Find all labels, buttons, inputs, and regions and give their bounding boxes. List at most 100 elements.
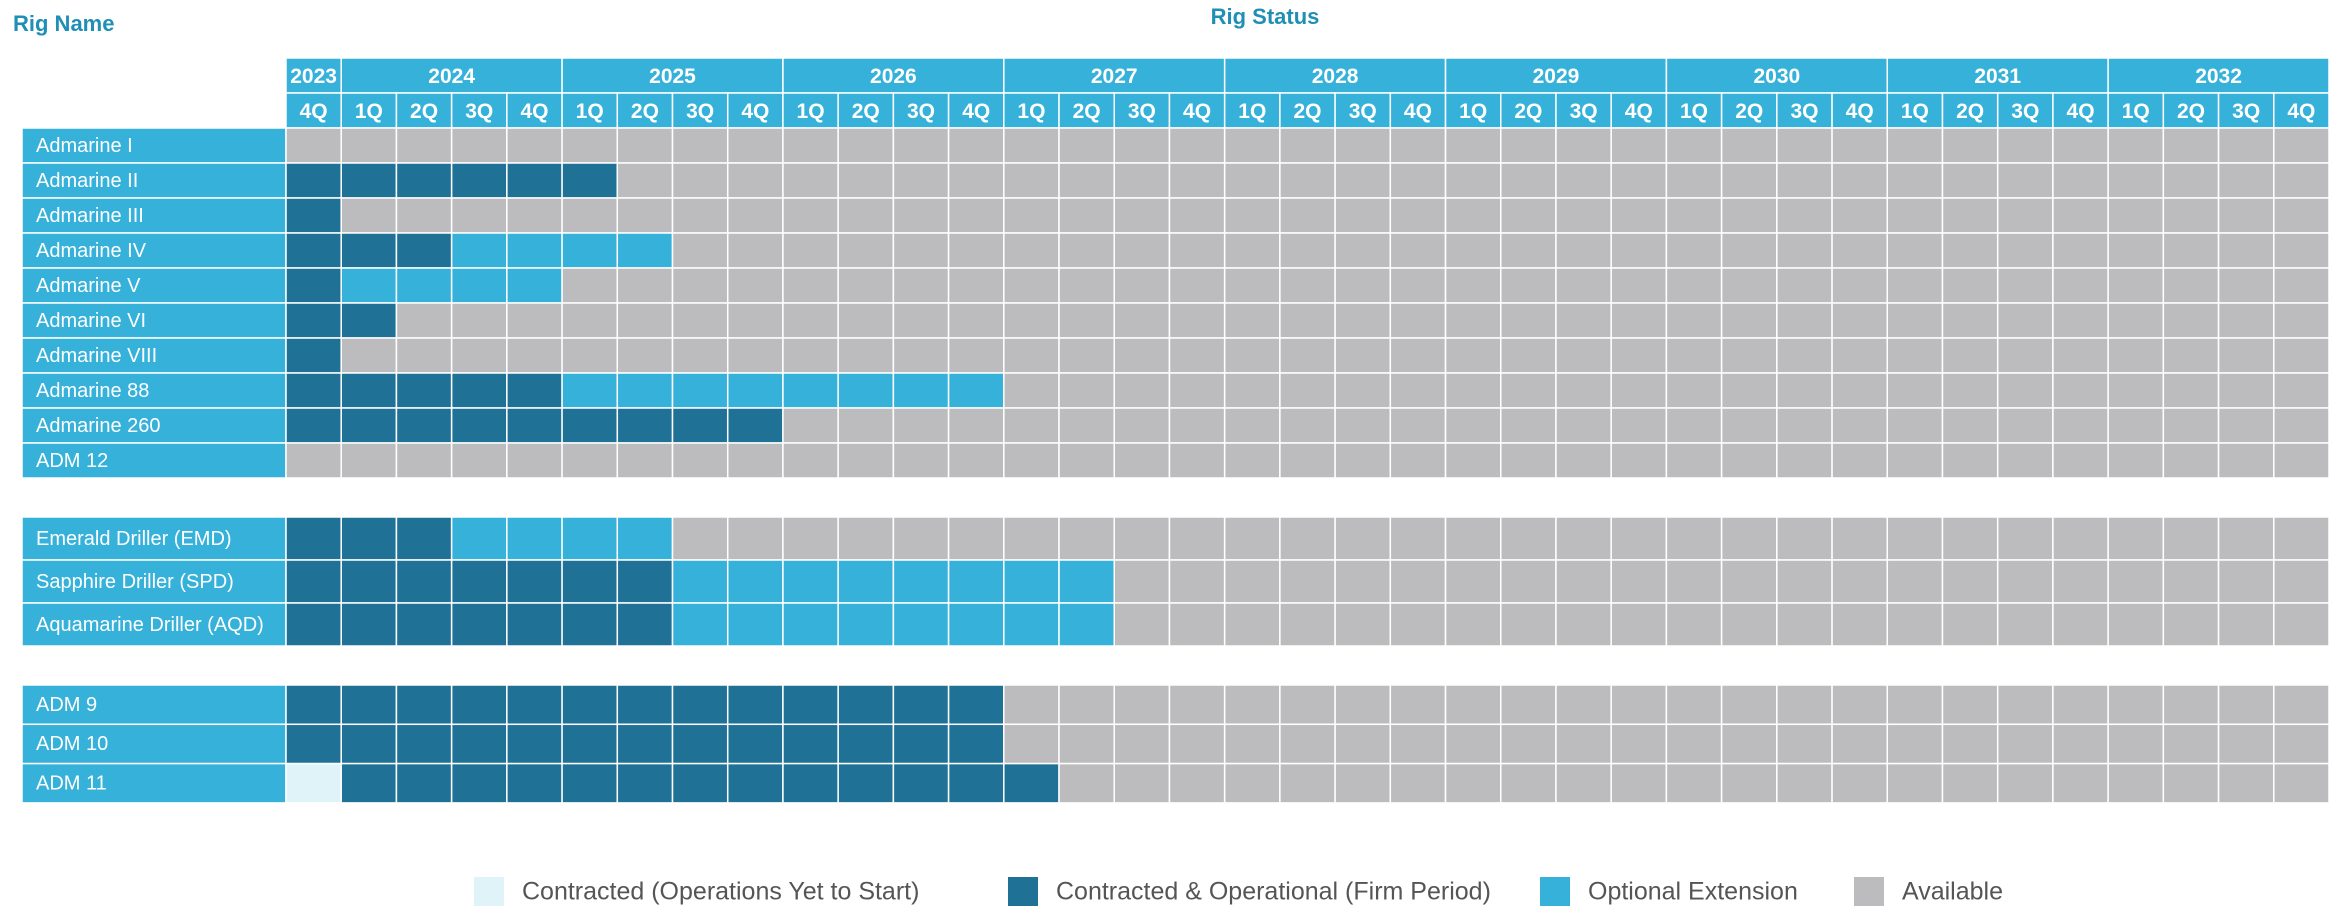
status-cell bbox=[2217, 372, 2275, 409]
status-cell bbox=[285, 602, 342, 647]
status-cell bbox=[1389, 442, 1447, 479]
quarter-label: 2Q bbox=[1956, 100, 1984, 123]
rig-name: Admarine V bbox=[36, 275, 141, 297]
status-cell bbox=[2107, 684, 2165, 726]
status-cell bbox=[671, 602, 729, 647]
quarter-label: 1Q bbox=[797, 100, 825, 123]
status-cell bbox=[1168, 127, 1226, 164]
status-cell bbox=[947, 267, 1005, 304]
legend-swatch bbox=[1540, 877, 1570, 906]
status-cell bbox=[2162, 723, 2220, 765]
status-cell bbox=[285, 372, 342, 409]
status-cell bbox=[671, 407, 729, 444]
status-cell bbox=[1113, 197, 1171, 234]
status-cell bbox=[837, 684, 895, 726]
status-cell bbox=[1720, 684, 1778, 726]
status-cell bbox=[1555, 723, 1612, 765]
status-cell bbox=[1610, 127, 1668, 164]
rig-name-cell bbox=[21, 684, 287, 726]
quarter-header-cell bbox=[782, 92, 839, 129]
status-cell bbox=[506, 602, 563, 647]
status-cell bbox=[837, 232, 895, 269]
rig-name-cell bbox=[21, 372, 287, 409]
status-cell bbox=[2107, 127, 2165, 164]
status-cell bbox=[1113, 723, 1171, 765]
status-cell bbox=[1279, 267, 1336, 304]
status-cell bbox=[450, 267, 508, 304]
status-cell bbox=[561, 442, 619, 479]
quarter-label: 1Q bbox=[1901, 100, 1929, 123]
status-cell bbox=[561, 684, 619, 726]
status-cell bbox=[1279, 516, 1336, 561]
status-cell bbox=[2107, 232, 2165, 269]
status-cell bbox=[561, 337, 619, 374]
year-label: 2023 bbox=[290, 65, 337, 88]
status-cell bbox=[2107, 559, 2165, 604]
status-cell bbox=[1058, 723, 1115, 765]
status-cell bbox=[2107, 162, 2165, 199]
status-cell bbox=[1389, 602, 1447, 647]
status-cell bbox=[1831, 684, 1889, 726]
status-cell bbox=[1113, 162, 1171, 199]
status-cell bbox=[837, 723, 895, 765]
status-cell bbox=[2107, 723, 2165, 765]
status-cell bbox=[2273, 127, 2330, 164]
status-cell bbox=[1223, 197, 1281, 234]
status-cell bbox=[2217, 407, 2275, 444]
status-cell bbox=[1941, 232, 1999, 269]
status-cell bbox=[1886, 684, 1944, 726]
status-cell bbox=[340, 684, 398, 726]
year-label: 2032 bbox=[2195, 65, 2242, 88]
status-cell bbox=[285, 337, 342, 374]
status-cell bbox=[506, 407, 563, 444]
status-cell bbox=[1003, 602, 1060, 647]
quarter-label: 4Q bbox=[1183, 100, 1211, 123]
status-cell bbox=[1996, 232, 2054, 269]
status-cell bbox=[947, 127, 1005, 164]
status-cell bbox=[616, 232, 674, 269]
status-cell bbox=[1334, 602, 1392, 647]
status-cell bbox=[1720, 442, 1778, 479]
status-cell bbox=[1886, 372, 1944, 409]
status-cell bbox=[506, 442, 563, 479]
status-cell bbox=[726, 723, 784, 765]
status-cell bbox=[1500, 127, 1557, 164]
status-cell bbox=[1113, 602, 1171, 647]
status-cell bbox=[1941, 516, 1999, 561]
status-cell bbox=[450, 232, 508, 269]
status-cell bbox=[1279, 602, 1336, 647]
status-cell bbox=[1831, 232, 1889, 269]
status-cell bbox=[1776, 407, 1833, 444]
status-cell bbox=[1776, 162, 1833, 199]
status-cell bbox=[616, 302, 674, 339]
quarter-header-cell bbox=[1389, 92, 1447, 129]
quarter-header-cell bbox=[1555, 92, 1612, 129]
status-cell bbox=[1776, 559, 1833, 604]
status-cell bbox=[395, 723, 453, 765]
status-cell bbox=[947, 442, 1005, 479]
quarter-label: 3Q bbox=[2232, 100, 2260, 123]
status-cell bbox=[1555, 762, 1612, 804]
rig-name-cell bbox=[21, 302, 287, 339]
status-cell bbox=[285, 267, 342, 304]
quarter-header-cell bbox=[616, 92, 674, 129]
status-cell bbox=[450, 197, 508, 234]
status-cell bbox=[2273, 162, 2330, 199]
status-cell bbox=[1665, 302, 1723, 339]
status-cell bbox=[1831, 407, 1889, 444]
status-cell bbox=[1168, 407, 1226, 444]
year-header-cell bbox=[1444, 57, 1668, 94]
status-cell bbox=[340, 407, 398, 444]
status-cell bbox=[1886, 442, 1944, 479]
status-cell bbox=[2162, 372, 2220, 409]
status-cell bbox=[1886, 197, 1944, 234]
status-cell bbox=[1058, 162, 1115, 199]
status-cell bbox=[1555, 162, 1612, 199]
legend-swatch bbox=[1854, 877, 1884, 906]
rig-name: Admarine I bbox=[36, 135, 133, 157]
status-cell bbox=[1720, 197, 1778, 234]
status-cell bbox=[1003, 162, 1060, 199]
status-cell bbox=[1610, 559, 1668, 604]
status-cell bbox=[1500, 372, 1557, 409]
status-cell bbox=[1003, 762, 1060, 804]
